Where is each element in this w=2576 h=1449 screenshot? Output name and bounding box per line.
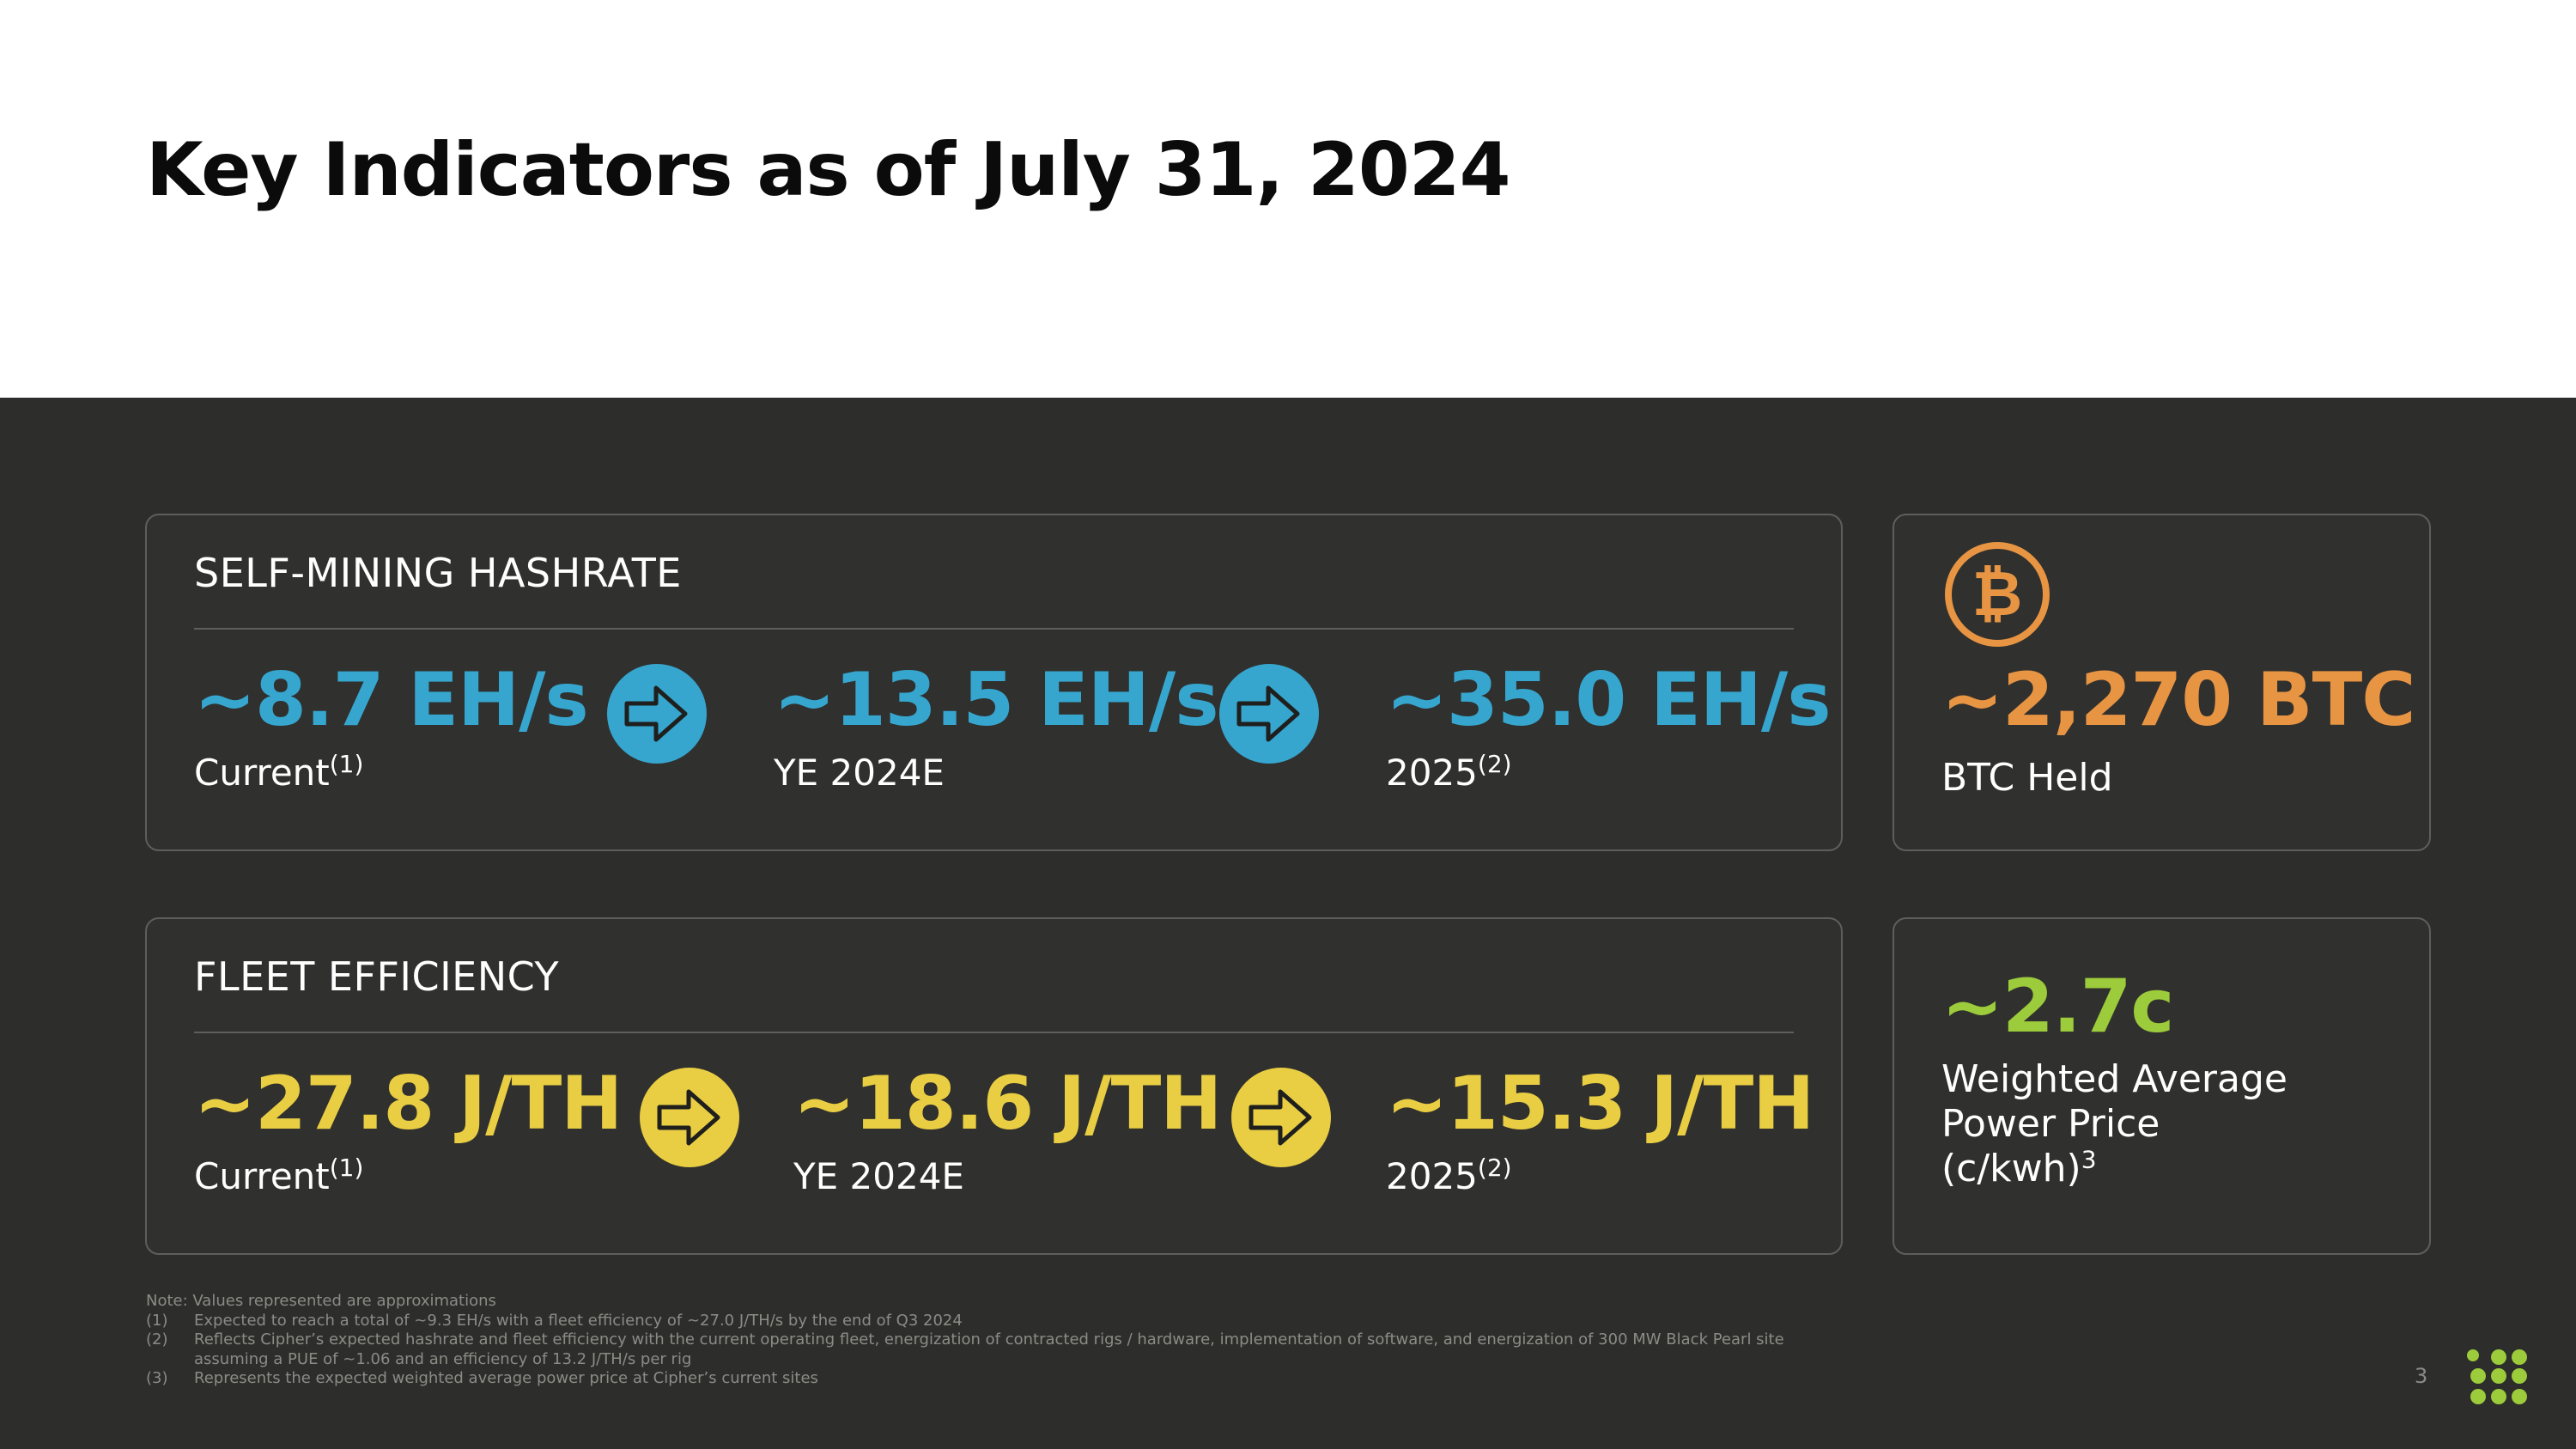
efficiency-2025-value: ~15.3 J/TH <box>1386 1061 1814 1147</box>
hashrate-current-value: ~8.7 EH/s <box>194 657 589 743</box>
footnote-text: Reflects Cipher’s expected hashrate and … <box>194 1330 1784 1349</box>
footnote-ref: (1) <box>329 750 364 778</box>
efficiency-ye2024: ~18.6 J/TH YE 2024E <box>793 1061 1222 1197</box>
power-price-value: ~2.7c <box>1941 964 2174 1050</box>
hashrate-ye2024-value: ~13.5 EH/s <box>774 657 1219 743</box>
efficiency-current: ~27.8 J/TH Current(1) <box>194 1061 623 1197</box>
footnote-item: (3) Represents the expected weighted ave… <box>146 1369 1784 1389</box>
efficiency-divider <box>194 1032 1794 1033</box>
footnote-number: (2) <box>146 1330 168 1349</box>
hashrate-current: ~8.7 EH/s Current(1) <box>194 657 589 794</box>
hashrate-2025-value: ~35.0 EH/s <box>1386 657 1832 743</box>
efficiency-heading: FLEET EFFICIENCY <box>194 953 560 1000</box>
efficiency-current-value: ~27.8 J/TH <box>194 1061 623 1147</box>
power-price-label-line1: Weighted Average <box>1941 1057 2287 1101</box>
efficiency-current-label: Current <box>194 1155 330 1197</box>
efficiency-2025-label: 2025 <box>1386 1155 1478 1197</box>
hashrate-heading: SELF-MINING HASHRATE <box>194 550 682 596</box>
cipher-dots-logo-icon <box>2464 1349 2533 1409</box>
footnote-ref: (1) <box>329 1154 364 1182</box>
efficiency-card: FLEET EFFICIENCY ~27.8 J/TH Current(1) ~… <box>145 917 1843 1255</box>
efficiency-2025: ~15.3 J/TH 2025(2) <box>1386 1061 1814 1197</box>
arrow-right-icon <box>1231 1068 1331 1167</box>
page-number: 3 <box>2415 1364 2428 1388</box>
footnote-ref: (2) <box>1477 1154 1512 1182</box>
arrow-right-icon <box>1219 664 1319 764</box>
hashrate-2025: ~35.0 EH/s 2025(2) <box>1386 657 1832 794</box>
footnote-number: (1) <box>146 1311 168 1330</box>
arrow-right-icon <box>640 1068 739 1167</box>
arrow-right-icon <box>607 664 707 764</box>
footnote-item: (1) Expected to reach a total of ~9.3 EH… <box>146 1312 1784 1331</box>
hashrate-2025-label: 2025 <box>1386 752 1478 794</box>
footnote-number: (3) <box>146 1369 168 1387</box>
hashrate-ye2024-label: YE 2024E <box>774 752 945 794</box>
footnote-ref: 3 <box>2081 1145 2097 1174</box>
hashrate-current-label: Current <box>194 752 330 794</box>
footnote-ref: (2) <box>1477 750 1512 778</box>
efficiency-ye2024-value: ~18.6 J/TH <box>793 1061 1222 1147</box>
footnote-item: assuming a PUE of ~1.06 and an efficienc… <box>146 1350 1784 1370</box>
btc-held-label: BTC Held <box>1941 756 2113 800</box>
footnote-item: (2) Reflects Cipher’s expected hashrate … <box>146 1330 1784 1350</box>
hashrate-card: SELF-MINING HASHRATE ~8.7 EH/s Current(1… <box>145 514 1843 851</box>
hashrate-divider <box>194 628 1794 630</box>
efficiency-ye2024-label: YE 2024E <box>793 1155 964 1197</box>
power-price-label-line3: (c/kwh) <box>1941 1147 2081 1190</box>
power-price-label: Weighted Average Power Price (c/kwh)3 <box>1941 1057 2287 1191</box>
footnote-number <box>146 1350 194 1370</box>
footnotes: Note: Values represented are approximati… <box>146 1292 1784 1389</box>
footnote-intro: Note: Values represented are approximati… <box>146 1292 496 1310</box>
footnote-text: assuming a PUE of ~1.06 and an efficienc… <box>194 1349 692 1368</box>
footnote-text: Expected to reach a total of ~9.3 EH/s w… <box>194 1311 963 1330</box>
page-title: Key Indicators as of July 31, 2024 <box>146 127 1510 213</box>
btc-held-value: ~2,270 BTC <box>1941 657 2415 743</box>
btc-held-card: ₿ ~2,270 BTC BTC Held <box>1893 514 2431 851</box>
svg-text:₿: ₿ <box>1972 557 2023 630</box>
hashrate-ye2024: ~13.5 EH/s YE 2024E <box>774 657 1219 794</box>
footnote-text: Represents the expected weighted average… <box>194 1369 818 1387</box>
power-price-label-line2: Power Price <box>1941 1102 2160 1146</box>
power-price-card: ~2.7c Weighted Average Power Price (c/kw… <box>1893 917 2431 1255</box>
bitcoin-icon: ₿ <box>1944 541 2050 648</box>
